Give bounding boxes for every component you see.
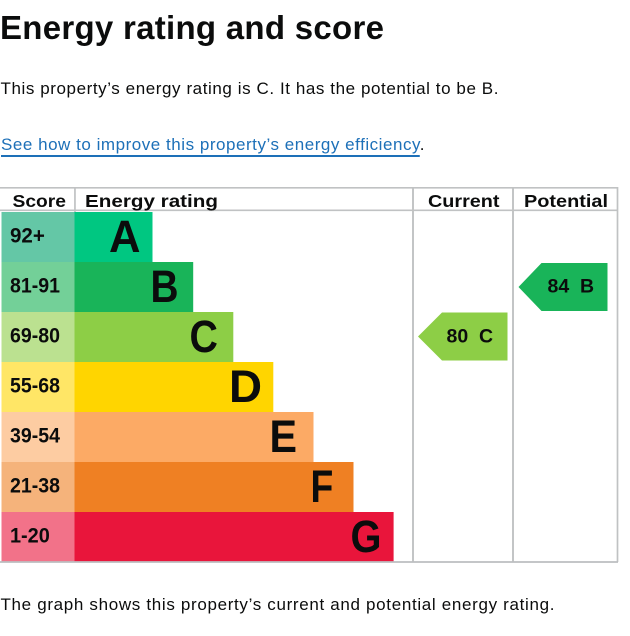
svg-text:E: E: [270, 411, 298, 462]
svg-text:Potential: Potential: [524, 191, 608, 211]
svg-text:B: B: [151, 261, 179, 312]
svg-text:F: F: [311, 461, 334, 512]
svg-text:Current: Current: [428, 191, 500, 211]
svg-text:A: A: [109, 211, 141, 262]
svg-text:C: C: [190, 311, 218, 362]
svg-text:55-68: 55-68: [10, 375, 60, 398]
svg-text:81-91: 81-91: [10, 275, 60, 298]
svg-text:80 C: 80 C: [447, 326, 494, 348]
svg-text:92+: 92+: [10, 225, 45, 248]
svg-text:G: G: [351, 511, 382, 562]
svg-text:1-20: 1-20: [10, 525, 50, 548]
svg-text:39-54: 39-54: [10, 425, 60, 448]
svg-text:84 B: 84 B: [548, 276, 595, 298]
svg-text:69-80: 69-80: [10, 325, 60, 348]
svg-text:21-38: 21-38: [10, 475, 60, 498]
svg-text:Score: Score: [13, 191, 67, 211]
svg-text:D: D: [229, 361, 262, 412]
svg-text:Energy rating: Energy rating: [85, 191, 218, 211]
